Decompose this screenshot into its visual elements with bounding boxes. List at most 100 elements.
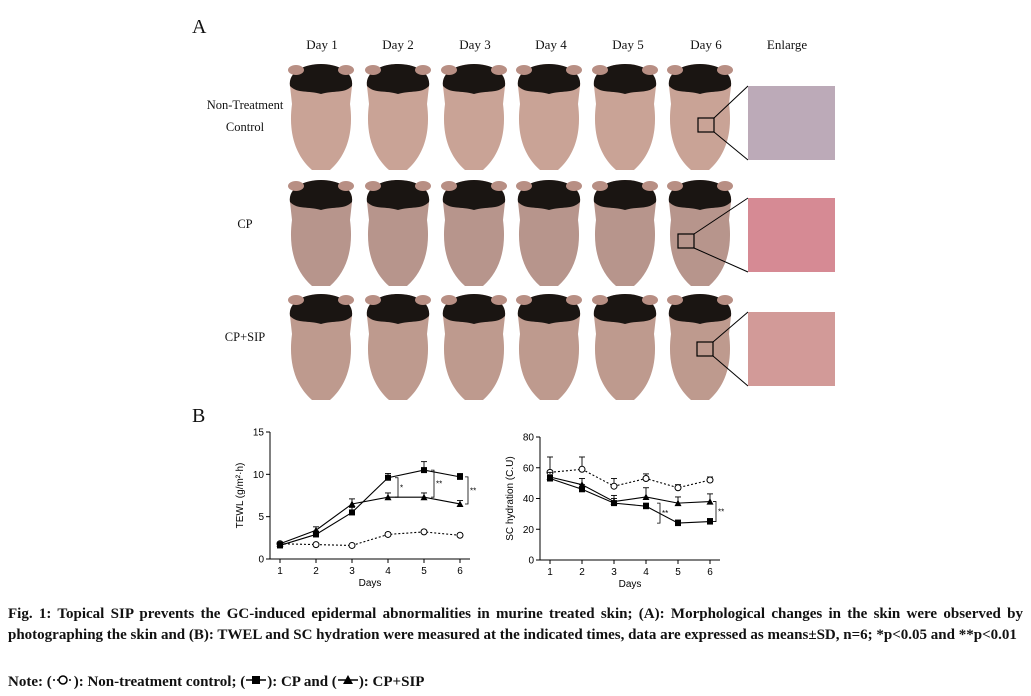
y-tick-label: 40 [523, 494, 535, 505]
x-tick-label: 4 [385, 566, 391, 577]
enlarge-image-cp-sip [748, 312, 835, 386]
row-label-cp-sip: CP+SIP [224, 330, 266, 344]
y-tick-label: 0 [528, 556, 534, 567]
data-point [420, 493, 428, 501]
data-point [706, 476, 714, 484]
data-point [312, 541, 320, 549]
x-tick-label: 3 [349, 566, 355, 577]
y-axis-label: SC hydration (C.U) [505, 456, 516, 540]
mouse-photo [288, 180, 354, 286]
y-tick-label: 10 [253, 470, 265, 481]
y-tick-label: 60 [523, 463, 535, 474]
data-point [578, 465, 586, 473]
y-tick-label: 80 [523, 433, 535, 444]
x-axis-label: Days [619, 579, 642, 590]
data-point [385, 474, 391, 481]
significance-label: ** [718, 508, 724, 517]
figure-caption: Fig. 1: Topical SIP prevents the GC-indu… [8, 606, 1023, 643]
significance-bracket [431, 469, 435, 498]
data-point [578, 481, 586, 488]
data-point [348, 541, 356, 549]
data-point [349, 509, 355, 516]
series-line [549, 477, 711, 524]
x-tick-label: 4 [643, 567, 649, 578]
series-line [279, 496, 461, 545]
y-tick-label: 0 [258, 555, 264, 566]
mouse-photo [288, 294, 354, 400]
day-4-label: Day 4 [535, 37, 567, 52]
x-tick-label: 3 [611, 567, 617, 578]
panel-b-letter: B [192, 405, 206, 427]
mouse-photo [365, 294, 431, 400]
y-axis-label: TEWL (g/m²·h) [235, 463, 246, 529]
data-point [421, 467, 427, 474]
mouse-photo [592, 180, 658, 286]
data-point [348, 500, 356, 507]
mouse-photo [441, 180, 507, 286]
series-line [279, 469, 461, 546]
x-tick-label: 6 [457, 566, 463, 577]
significance-bracket [657, 502, 661, 524]
data-point [313, 531, 319, 538]
data-point [546, 473, 554, 480]
series-line [549, 476, 711, 504]
mouse-photo [667, 180, 733, 286]
x-axis-label: Days [359, 578, 382, 589]
sc-hydration-chart: 0 20 40 60 80 1 2 3 4 5 6 Days SC hydration (C.U) ** *… [505, 433, 724, 591]
data-point [642, 493, 650, 500]
mouse-photo [592, 64, 658, 170]
row-label-cp: CP [237, 217, 253, 231]
mouse-photo [516, 64, 582, 170]
significance-bracket [395, 477, 399, 498]
data-point [675, 520, 681, 527]
enlarge-control [697, 85, 835, 161]
data-point [642, 475, 650, 483]
data-point [674, 484, 682, 492]
mouse-photo [288, 64, 354, 170]
filled-square-line-icon [246, 676, 267, 684]
row-label-control: Non-Treatment Control [196, 94, 294, 138]
enlarge-label: Enlarge [766, 37, 808, 52]
significance-bracket [713, 501, 717, 522]
note-end: ): CP+SIP [358, 674, 425, 690]
mouse-photo [441, 64, 507, 170]
day-3-label: Day 3 [459, 37, 491, 52]
x-tick-label: 1 [277, 566, 283, 577]
significance-label: * [400, 483, 403, 492]
data-point [312, 526, 320, 534]
note-mid2: ): CP and ( [267, 674, 337, 690]
day-6-label: Day 6 [690, 37, 722, 52]
mouse-photo [516, 180, 582, 286]
row-cp-photos [288, 180, 733, 286]
data-point [384, 493, 392, 501]
data-point [643, 503, 649, 510]
mouse-photo [365, 180, 431, 286]
x-tick-label: 2 [579, 567, 585, 578]
data-point [706, 498, 714, 505]
data-point [420, 528, 428, 536]
data-point [456, 500, 464, 507]
figure-note: Note: ( ): Non-treatment control; ( ): CP … [8, 672, 424, 693]
row-label-control-line1: Non-Treatment [206, 98, 284, 112]
significance-label: ** [662, 509, 668, 518]
note-prefix: Note: ( [8, 674, 52, 690]
x-tick-label: 1 [547, 567, 553, 578]
data-point [610, 482, 618, 490]
mouse-photo [667, 64, 733, 170]
data-point [579, 486, 585, 493]
filled-triangle-line-icon [337, 675, 358, 684]
open-circle-dashed-icon [52, 675, 73, 685]
x-tick-label: 5 [421, 566, 427, 577]
row-control-photos [288, 64, 733, 170]
panel-a-letter: A [192, 16, 207, 38]
significance-label: ** [470, 486, 476, 495]
enlarge-cp [677, 197, 835, 273]
x-tick-label: 5 [675, 567, 681, 578]
data-point [457, 473, 463, 480]
significance-label: ** [436, 480, 442, 489]
data-point [276, 540, 284, 547]
note-mid1: ): Non-treatment control; ( [73, 674, 246, 690]
mouse-photo [667, 294, 733, 400]
day-1-label: Day 1 [306, 37, 338, 52]
